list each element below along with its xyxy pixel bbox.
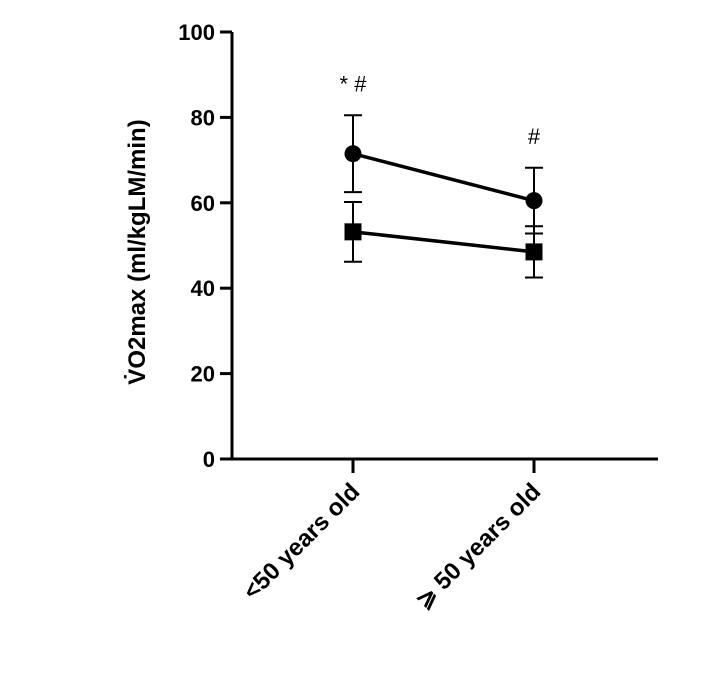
series-group: [344, 114, 543, 279]
x-tick-label-1: ⩾ 50 years old: [410, 478, 546, 614]
series-0-point-0: [344, 145, 362, 163]
series-1-line: [352, 230, 535, 254]
annotation-0: * #: [340, 71, 368, 96]
annotation-1: #: [528, 124, 541, 149]
x-tick-label-0: <50 years old: [238, 478, 365, 605]
x-axis: <50 years old ⩾ 50 years old: [230, 457, 658, 614]
y-tick-label-4: 80: [191, 105, 215, 130]
series-1: [344, 200, 543, 279]
y-tick-label-1: 20: [191, 362, 215, 387]
series-1-point-0: [344, 223, 362, 241]
series-1-point-1: [525, 243, 543, 261]
annotations-group: * # #: [340, 71, 541, 149]
y-tick-label-2: 40: [191, 276, 215, 301]
series-0-line: [352, 152, 535, 203]
y-axis: 0 20 40 60 80 100: [178, 20, 234, 472]
y-axis-title: V̇O2max (ml/kgLM/min): [124, 119, 151, 384]
y-tick-label-3: 60: [191, 191, 215, 216]
series-0-point-1: [525, 192, 543, 210]
y-tick-label-0: 0: [203, 447, 215, 472]
y-tick-label-5: 100: [178, 20, 215, 45]
series-0: [344, 114, 543, 235]
